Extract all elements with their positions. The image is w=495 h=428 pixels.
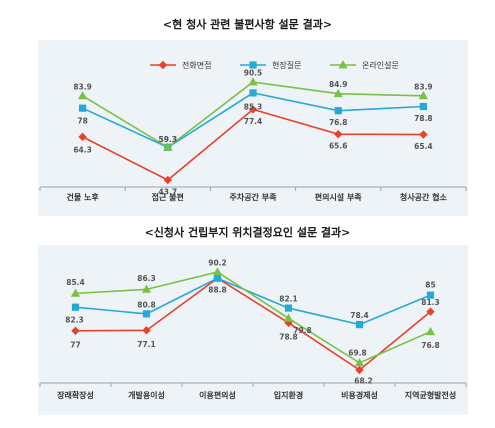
chart2-data-label: 78.4 (350, 311, 369, 320)
chart2-data-label: 80.8 (137, 300, 156, 309)
chart2-data-label: 86.3 (137, 274, 156, 283)
chart1-data-label: 85.3 (244, 102, 263, 111)
chart1-category-label: 건물 노후 (66, 192, 99, 202)
chart2-data-point (71, 326, 80, 335)
chart2-data-label: 82.1 (279, 295, 298, 304)
legend-label: 전화면접 (182, 60, 211, 70)
chart2-title: <신청사 건립부지 위치결정요인 설문 결과> (144, 226, 351, 239)
chart2-category-label: 입지환경 (274, 390, 303, 400)
chart2-data-label: 79.8 (293, 326, 312, 335)
chart1-data-point (79, 104, 87, 112)
chart2-series-line (75, 271, 431, 364)
chart1-data-point (78, 132, 87, 142)
chart1-data-label: 90.5 (244, 69, 263, 78)
chart2-data-point (213, 274, 222, 282)
chart2-category-label: 개발용이성 (128, 390, 165, 400)
chart1-data-point (78, 91, 88, 100)
chart2-category-label: 장래확장성 (57, 390, 94, 400)
chart1-data-label: 83.9 (414, 82, 433, 91)
chart2-data-label: 78.8 (279, 332, 298, 341)
chart1-data-point (333, 88, 343, 98)
chart1-category-label: 접근 불편 (152, 192, 184, 202)
chart2-data-point (355, 320, 364, 329)
chart1-data-label: 78 (77, 117, 87, 126)
chart1-category-label: 편의시설 부족 (315, 192, 363, 202)
legend-label: 온라인설문 (362, 60, 399, 70)
chart1-data-point (334, 107, 342, 115)
chart2-data-point (426, 291, 435, 299)
chart1-data-point (163, 142, 173, 151)
chart2-data-point (283, 313, 294, 322)
legend-label: 현장질문 (272, 60, 301, 70)
chart2-data-point (284, 304, 293, 312)
chart2-data-point (354, 358, 365, 367)
chart2-data-point (355, 365, 364, 375)
chart2-data-point (71, 303, 80, 311)
chart2-data-label: 81.3 (421, 298, 440, 307)
chart2-data-label: 68.2 (354, 377, 373, 386)
chart1-data-label: 77.4 (244, 117, 263, 126)
chart1-data-label: 84.9 (329, 80, 348, 89)
chart1-data-label: 83.9 (73, 82, 92, 91)
chart1-data-label: 43.7 (159, 188, 178, 197)
chart2-data-point (70, 288, 81, 297)
chart2-data-point (142, 326, 151, 335)
chart2-data-label: 90.2 (208, 259, 227, 268)
chart1-data-point (249, 89, 257, 97)
chart2-data-point (425, 326, 436, 336)
chart2-series-line (75, 277, 432, 371)
chart1-category-label: 주차공간 부족 (230, 192, 278, 202)
legend-marker (249, 61, 257, 69)
chart2-data-label: 88.8 (208, 286, 227, 295)
legend-marker (158, 60, 168, 70)
legend-marker (338, 60, 348, 69)
chart1-data-point (418, 91, 428, 100)
chart1-data-label: 59.3 (159, 135, 178, 144)
chart1-data-label: 76.8 (329, 118, 348, 127)
chart2-data-label: 77.1 (137, 340, 156, 349)
chart1-data-point (419, 102, 427, 111)
chart2-data-point (142, 310, 151, 318)
chart2-data-label: 76.8 (421, 341, 440, 350)
chart2-data-point (212, 267, 223, 276)
chart2-category-label: 지역균형발전성 (405, 390, 457, 400)
chart2-data-label: 77 (70, 340, 80, 349)
chart2-data-label: 82.3 (65, 316, 84, 325)
chart2-data-label: 69.8 (348, 348, 367, 357)
chart1-data-point (248, 105, 258, 114)
chart1-data-point (419, 130, 428, 139)
chart2-category-label: 이용편의성 (199, 390, 236, 400)
chart1-data-label: 78.8 (414, 114, 433, 123)
chart1-data-label: 59.3 (159, 135, 178, 144)
chart1-title: <현 청사 관련 불편사항 설문 결과> (162, 18, 333, 31)
chart1-category-label: 청사공간 협소 (400, 192, 448, 202)
chart2-data-point (426, 307, 435, 316)
chart1-data-label: 64.3 (73, 145, 92, 154)
chart1-data-point (334, 129, 343, 139)
chart1-data-label: 65.4 (414, 142, 433, 151)
chart2-data-point (141, 284, 152, 293)
chart1-data-point (163, 175, 172, 185)
chart1-data-label: 65.6 (329, 142, 348, 151)
chart1-data-point (248, 77, 258, 86)
chart2-data-label: 85.4 (66, 278, 85, 287)
chart2-data-label: 85 (425, 281, 435, 290)
chart2-series-line (75, 277, 431, 326)
chart2-category-label: 비용경제성 (341, 390, 378, 400)
